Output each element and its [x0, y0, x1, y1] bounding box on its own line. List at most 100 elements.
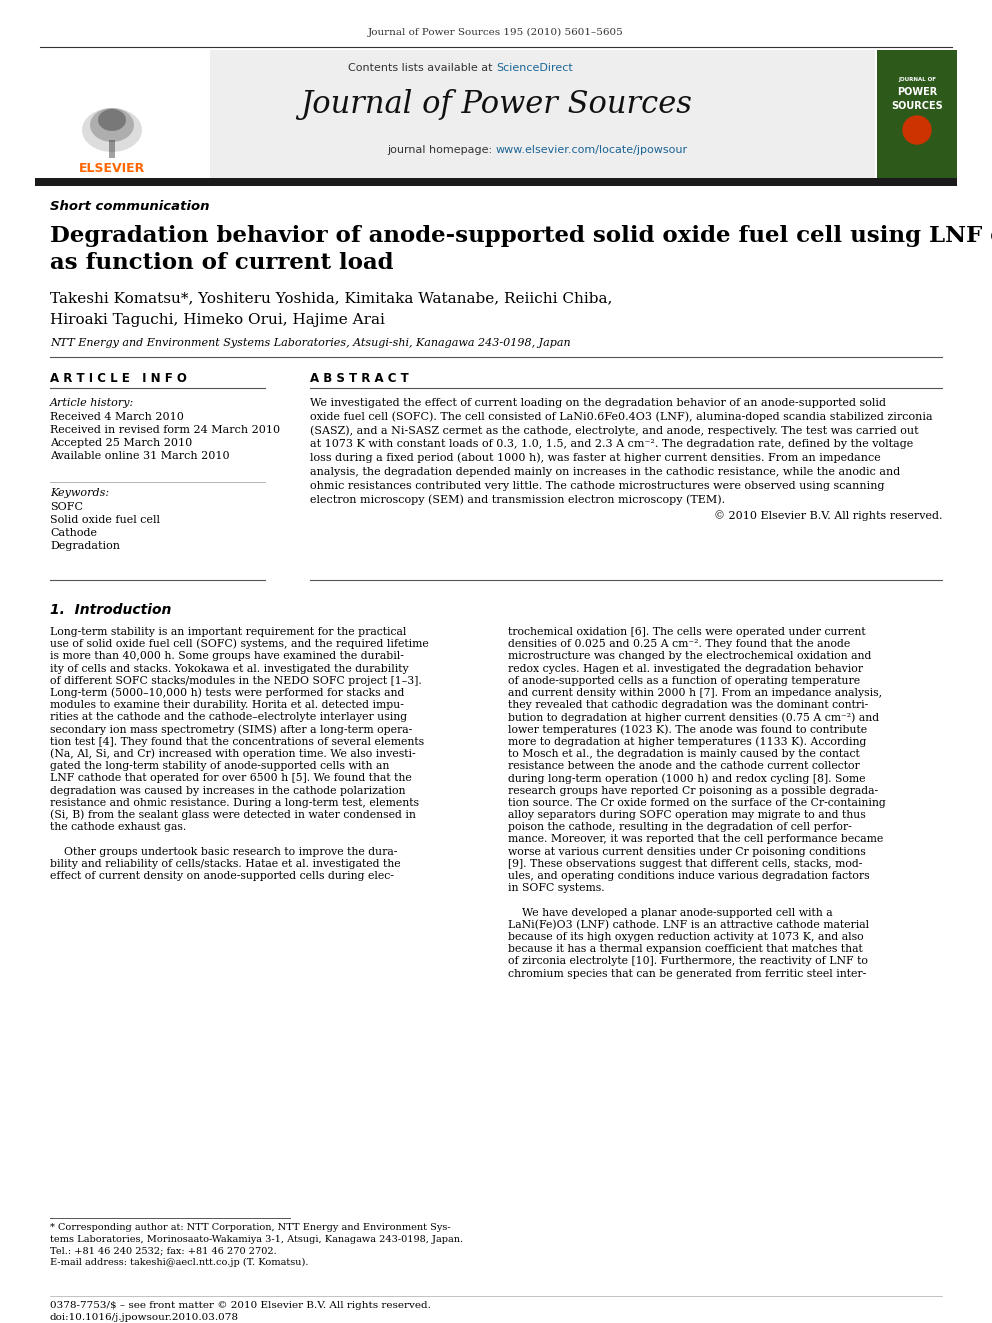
Text: tion source. The Cr oxide formed on the surface of the Cr-containing: tion source. The Cr oxide formed on the … — [508, 798, 886, 808]
Text: Cathode: Cathode — [50, 528, 97, 538]
Text: (Si, B) from the sealant glass were detected in water condensed in: (Si, B) from the sealant glass were dete… — [50, 810, 416, 820]
Text: LaNi(Fe)O3 (LNF) cathode. LNF is an attractive cathode material: LaNi(Fe)O3 (LNF) cathode. LNF is an attr… — [508, 919, 869, 930]
Text: effect of current density on anode-supported cells during elec-: effect of current density on anode-suppo… — [50, 871, 394, 881]
Text: rities at the cathode and the cathode–electrolyte interlayer using: rities at the cathode and the cathode–el… — [50, 712, 407, 722]
Text: Solid oxide fuel cell: Solid oxide fuel cell — [50, 515, 160, 525]
Text: Journal of Power Sources 195 (2010) 5601–5605: Journal of Power Sources 195 (2010) 5601… — [368, 28, 624, 37]
Text: Tel.: +81 46 240 2532; fax: +81 46 270 2702.: Tel.: +81 46 240 2532; fax: +81 46 270 2… — [50, 1246, 277, 1256]
Text: A B S T R A C T: A B S T R A C T — [310, 372, 409, 385]
Text: more to degradation at higher temperatures (1133 K). According: more to degradation at higher temperatur… — [508, 737, 866, 747]
Text: trochemical oxidation [6]. The cells were operated under current: trochemical oxidation [6]. The cells wer… — [508, 627, 866, 636]
Ellipse shape — [90, 108, 134, 142]
Text: 1.  Introduction: 1. Introduction — [50, 603, 172, 617]
Text: SOFC: SOFC — [50, 501, 83, 512]
Text: Keywords:: Keywords: — [50, 488, 109, 497]
Text: ules, and operating conditions induce various degradation factors: ules, and operating conditions induce va… — [508, 871, 870, 881]
Bar — [109, 140, 115, 157]
Text: use of solid oxide fuel cell (SOFC) systems, and the required lifetime: use of solid oxide fuel cell (SOFC) syst… — [50, 639, 429, 650]
Text: Contents lists available at: Contents lists available at — [348, 64, 496, 73]
Text: densities of 0.025 and 0.25 A cm⁻². They found that the anode: densities of 0.025 and 0.25 A cm⁻². They… — [508, 639, 850, 650]
Bar — [35, 50, 210, 179]
Text: Accepted 25 March 2010: Accepted 25 March 2010 — [50, 438, 192, 448]
Text: tems Laboratories, Morinosaato-Wakamiya 3-1, Atsugi, Kanagawa 243-0198, Japan.: tems Laboratories, Morinosaato-Wakamiya … — [50, 1234, 463, 1244]
Text: Received in revised form 24 March 2010: Received in revised form 24 March 2010 — [50, 425, 280, 435]
Text: Short communication: Short communication — [50, 201, 209, 213]
Text: (SASZ), and a Ni-SASZ cermet as the cathode, electrolyte, and anode, respectivel: (SASZ), and a Ni-SASZ cermet as the cath… — [310, 425, 919, 435]
Bar — [35, 50, 875, 179]
Text: alloy separators during SOFC operation may migrate to and thus: alloy separators during SOFC operation m… — [508, 810, 866, 820]
Text: because it has a thermal expansion coefficient that matches that: because it has a thermal expansion coeff… — [508, 945, 863, 954]
Text: loss during a fixed period (about 1000 h), was faster at higher current densitie: loss during a fixed period (about 1000 h… — [310, 452, 881, 463]
Text: © 2010 Elsevier B.V. All rights reserved.: © 2010 Elsevier B.V. All rights reserved… — [713, 509, 942, 521]
Text: Journal of Power Sources: Journal of Power Sources — [300, 90, 692, 120]
Text: ScienceDirect: ScienceDirect — [496, 64, 572, 73]
Text: Long-term (5000–10,000 h) tests were performed for stacks and: Long-term (5000–10,000 h) tests were per… — [50, 688, 405, 699]
Text: resistance and ohmic resistance. During a long-term test, elements: resistance and ohmic resistance. During … — [50, 798, 419, 808]
Text: degradation was caused by increases in the cathode polarization: degradation was caused by increases in t… — [50, 786, 406, 795]
Text: * Corresponding author at: NTT Corporation, NTT Energy and Environment Sys-: * Corresponding author at: NTT Corporati… — [50, 1224, 450, 1233]
Text: during long-term operation (1000 h) and redox cycling [8]. Some: during long-term operation (1000 h) and … — [508, 773, 865, 783]
Text: E-mail address: takeshi@aecl.ntt.co.jp (T. Komatsu).: E-mail address: takeshi@aecl.ntt.co.jp (… — [50, 1258, 309, 1267]
Text: of different SOFC stacks/modules in the NEDO SOFC project [1–3].: of different SOFC stacks/modules in the … — [50, 676, 422, 685]
Text: secondary ion mass spectrometry (SIMS) after a long-term opera-: secondary ion mass spectrometry (SIMS) a… — [50, 724, 413, 734]
Text: research groups have reported Cr poisoning as a possible degrada-: research groups have reported Cr poisoni… — [508, 786, 878, 795]
Text: and current density within 2000 h [7]. From an impedance analysis,: and current density within 2000 h [7]. F… — [508, 688, 882, 699]
Text: [9]. These observations suggest that different cells, stacks, mod-: [9]. These observations suggest that dif… — [508, 859, 862, 869]
Text: of zirconia electrolyte [10]. Furthermore, the reactivity of LNF to: of zirconia electrolyte [10]. Furthermor… — [508, 957, 868, 966]
Text: the cathode exhaust gas.: the cathode exhaust gas. — [50, 822, 186, 832]
Text: they revealed that cathodic degradation was the dominant contri-: they revealed that cathodic degradation … — [508, 700, 868, 710]
Text: We investigated the effect of current loading on the degradation behavior of an : We investigated the effect of current lo… — [310, 398, 886, 407]
Bar — [877, 50, 957, 179]
Text: in SOFC systems.: in SOFC systems. — [508, 884, 605, 893]
Text: resistance between the anode and the cathode current collector: resistance between the anode and the cat… — [508, 761, 860, 771]
Text: Takeshi Komatsu*, Yoshiteru Yoshida, Kimitaka Watanabe, Reiichi Chiba,: Takeshi Komatsu*, Yoshiteru Yoshida, Kim… — [50, 291, 612, 306]
Text: LNF cathode that operated for over 6500 h [5]. We found that the: LNF cathode that operated for over 6500 … — [50, 774, 412, 783]
Ellipse shape — [98, 108, 126, 131]
Text: modules to examine their durability. Horita et al. detected impu-: modules to examine their durability. Hor… — [50, 700, 404, 710]
Text: Degradation behavior of anode-supported solid oxide fuel cell using LNF cathode: Degradation behavior of anode-supported … — [50, 225, 992, 247]
Text: microstructure was changed by the electrochemical oxidation and: microstructure was changed by the electr… — [508, 651, 871, 662]
Text: Received 4 March 2010: Received 4 March 2010 — [50, 411, 184, 422]
Text: ELSEVIER: ELSEVIER — [79, 161, 145, 175]
Text: A R T I C L E   I N F O: A R T I C L E I N F O — [50, 372, 186, 385]
Text: doi:10.1016/j.jpowsour.2010.03.078: doi:10.1016/j.jpowsour.2010.03.078 — [50, 1312, 239, 1322]
Text: JOURNAL OF: JOURNAL OF — [898, 78, 936, 82]
Text: Long-term stability is an important requirement for the practical: Long-term stability is an important requ… — [50, 627, 407, 636]
Text: electron microscopy (SEM) and transmission electron microscopy (TEM).: electron microscopy (SEM) and transmissi… — [310, 495, 725, 505]
Text: Available online 31 March 2010: Available online 31 March 2010 — [50, 451, 229, 460]
Text: ity of cells and stacks. Yokokawa et al. investigated the durability: ity of cells and stacks. Yokokawa et al.… — [50, 664, 409, 673]
Text: SOURCES: SOURCES — [891, 101, 942, 111]
Text: at 1073 K with constant loads of 0.3, 1.0, 1.5, and 2.3 A cm⁻². The degradation : at 1073 K with constant loads of 0.3, 1.… — [310, 439, 914, 450]
Text: because of its high oxygen reduction activity at 1073 K, and also: because of its high oxygen reduction act… — [508, 931, 864, 942]
Text: poison the cathode, resulting in the degradation of cell perfor-: poison the cathode, resulting in the deg… — [508, 822, 852, 832]
Text: journal homepage:: journal homepage: — [387, 146, 496, 155]
Text: mance. Moreover, it was reported that the cell performance became: mance. Moreover, it was reported that th… — [508, 835, 883, 844]
Text: worse at various current densities under Cr poisoning conditions: worse at various current densities under… — [508, 847, 866, 856]
Text: tion test [4]. They found that the concentrations of several elements: tion test [4]. They found that the conce… — [50, 737, 425, 746]
Bar — [35, 179, 957, 187]
Text: redox cycles. Hagen et al. investigated the degradation behavior: redox cycles. Hagen et al. investigated … — [508, 664, 863, 673]
Text: ohmic resistances contributed very little. The cathode microstructures were obse: ohmic resistances contributed very littl… — [310, 480, 885, 491]
Text: Degradation: Degradation — [50, 541, 120, 550]
Text: of anode-supported cells as a function of operating temperature: of anode-supported cells as a function o… — [508, 676, 860, 685]
Text: is more than 40,000 h. Some groups have examined the durabil-: is more than 40,000 h. Some groups have … — [50, 651, 404, 662]
Ellipse shape — [82, 108, 142, 152]
Text: bility and reliability of cells/stacks. Hatae et al. investigated the: bility and reliability of cells/stacks. … — [50, 859, 401, 869]
Text: lower temperatures (1023 K). The anode was found to contribute: lower temperatures (1023 K). The anode w… — [508, 724, 867, 734]
Text: oxide fuel cell (SOFC). The cell consisted of LaNi0.6Fe0.4O3 (LNF), alumina-dope: oxide fuel cell (SOFC). The cell consist… — [310, 411, 932, 422]
Text: as function of current load: as function of current load — [50, 251, 394, 274]
Text: NTT Energy and Environment Systems Laboratories, Atsugi-shi, Kanagawa 243-0198, : NTT Energy and Environment Systems Labor… — [50, 337, 570, 348]
Text: chromium species that can be generated from ferritic steel inter-: chromium species that can be generated f… — [508, 968, 866, 979]
Text: to Mosch et al., the degradation is mainly caused by the contact: to Mosch et al., the degradation is main… — [508, 749, 860, 759]
Text: POWER: POWER — [897, 87, 937, 97]
Text: We have developed a planar anode-supported cell with a: We have developed a planar anode-support… — [508, 908, 832, 918]
Circle shape — [903, 116, 931, 144]
Text: www.elsevier.com/locate/jpowsour: www.elsevier.com/locate/jpowsour — [496, 146, 688, 155]
Text: bution to degradation at higher current densities (0.75 A cm⁻²) and: bution to degradation at higher current … — [508, 712, 879, 722]
Text: analysis, the degradation depended mainly on increases in the cathodic resistanc: analysis, the degradation depended mainl… — [310, 467, 901, 478]
Text: Article history:: Article history: — [50, 398, 134, 407]
Text: Hiroaki Taguchi, Himeko Orui, Hajime Arai: Hiroaki Taguchi, Himeko Orui, Hajime Ara… — [50, 314, 385, 327]
Text: (Na, Al, Si, and Cr) increased with operation time. We also investi-: (Na, Al, Si, and Cr) increased with oper… — [50, 749, 416, 759]
Text: 0378-7753/$ – see front matter © 2010 Elsevier B.V. All rights reserved.: 0378-7753/$ – see front matter © 2010 El… — [50, 1301, 431, 1310]
Text: gated the long-term stability of anode-supported cells with an: gated the long-term stability of anode-s… — [50, 761, 390, 771]
